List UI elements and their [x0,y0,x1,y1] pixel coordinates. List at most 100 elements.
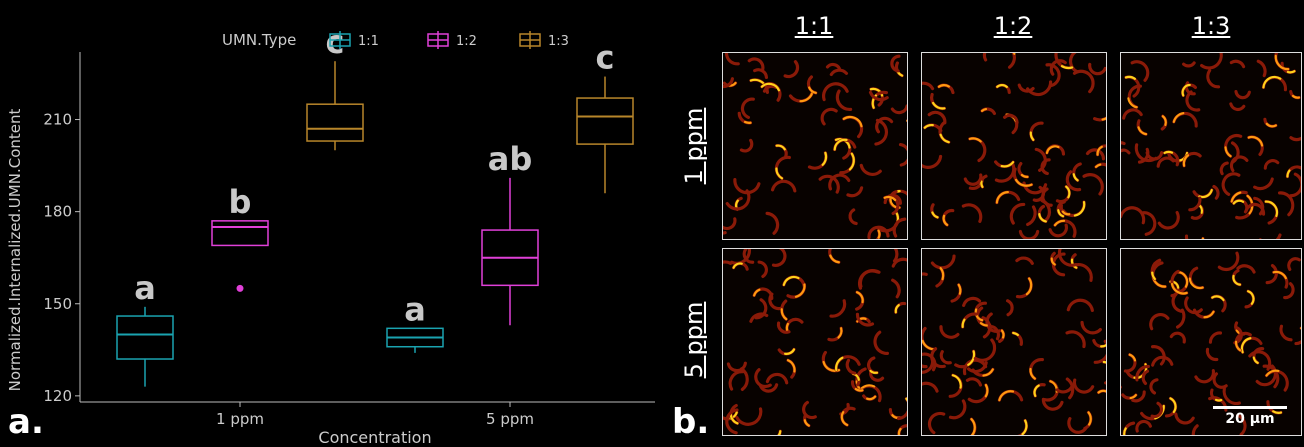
bacterium-arc [723,260,733,265]
bacterium-arc [930,254,956,270]
bright-signal [833,138,848,151]
bacterium-arc [723,217,737,231]
bright-signal [842,116,863,128]
bright-signal [1014,178,1033,187]
bright-signal [1274,54,1290,71]
bacterium-arc [1074,263,1093,282]
bacterium-arc [1041,397,1064,411]
bright-signal [775,144,786,151]
bacterium-arc [829,299,847,318]
bacterium-arc [1289,136,1301,142]
bacterium-arc [1265,263,1278,285]
bacterium-arc [1137,147,1150,164]
bright-signal [1163,150,1174,155]
bright-signal [931,211,939,219]
bright-signal [1188,277,1204,290]
bacterium-arc [973,338,997,362]
bacterium-arc [1263,159,1280,170]
bacterium-arc [1048,223,1069,238]
y-tick-label: 210 [43,111,72,129]
bright-signal [1053,219,1066,227]
bright-signal [1012,53,1016,55]
micrograph-image [1121,53,1301,239]
bacterium-arc [948,399,967,420]
bacterium-arc [982,53,988,62]
bacterium-arc [848,208,858,226]
bright-signal [1087,411,1092,426]
bacterium-arc [1122,108,1143,120]
bacterium-arc [1287,257,1301,271]
bacterium-arc [786,282,807,299]
bacterium-arc [1253,177,1274,191]
bacterium-arc [1130,60,1150,82]
significance-letter: a [404,290,426,328]
box-1-2-1-ppm: b [211,183,269,292]
legend-label: 1:3 [548,34,569,49]
bright-signal [1102,360,1106,364]
y-tick-label: 120 [43,387,72,405]
bright-signal [1025,277,1033,296]
bacterium-arc [874,118,888,146]
legend-item-1-2: 1:2 [427,31,477,49]
bright-signal [923,124,934,129]
bright-signal [897,427,902,435]
bright-signal [856,317,867,323]
bacterium-arc [782,275,806,288]
bacterium-arc [1184,296,1203,315]
bright-signal [799,91,814,103]
bright-signal [1181,83,1191,97]
bright-signal [1232,274,1242,286]
bright-signal [957,283,962,295]
bacterium-arc [930,92,947,111]
bright-signal [785,322,789,333]
bacterium-arc [1026,80,1053,97]
bacterium-arc [897,397,907,421]
bacterium-arc [1003,113,1019,125]
bright-signal [1182,154,1190,167]
bacterium-arc [776,321,791,334]
bright-signal [1161,115,1167,127]
bacterium-arc [1072,69,1095,94]
bright-signal [760,82,780,92]
bacterium-arc [967,383,989,404]
legend-item-1-1: 1:1 [329,31,379,49]
bright-signal [866,395,877,401]
bright-signal [1214,398,1223,402]
micrograph-image [723,249,907,435]
bacterium-arc [725,189,751,211]
bacterium-arc [1169,331,1186,344]
bright-signal [942,214,949,227]
bacterium-arc [1088,62,1106,76]
box-iqr [576,97,634,145]
bacterium-arc [1082,173,1104,196]
bacterium-arc [1151,355,1174,367]
bright-signal [784,348,796,355]
bacterium-arc [1131,390,1146,403]
bacterium-arc [1066,298,1094,313]
bacterium-arc [892,217,907,238]
bacterium-arc [1184,234,1205,239]
bacterium-arc [1217,251,1240,272]
micrograph-5ppm-1-1 [722,248,908,436]
bright-signal [869,87,884,97]
bacterium-arc [857,269,879,290]
bacterium-arc [1140,211,1157,236]
bacterium-arc [1032,185,1045,202]
scale-bar-label: 20 µm [1225,411,1275,427]
bright-signal [1021,419,1028,435]
box-1-1-5-ppm: a [386,290,444,353]
bright-signal [1291,94,1301,99]
bacterium-arc [1182,151,1202,168]
bacterium-arc [740,367,749,391]
bright-signal [743,120,752,124]
bright-signal [1137,126,1148,136]
bacterium-arc [1205,347,1219,361]
legend-item-1-3: 1:3 [519,31,569,49]
bacterium-arc [802,400,817,420]
legend-label: 1:2 [456,34,477,49]
significance-letter: b [229,183,252,221]
micrograph-image [1121,251,1301,435]
bright-signal [1264,200,1279,218]
bacterium-arc [1040,158,1051,176]
bacterium-arc [723,231,727,235]
